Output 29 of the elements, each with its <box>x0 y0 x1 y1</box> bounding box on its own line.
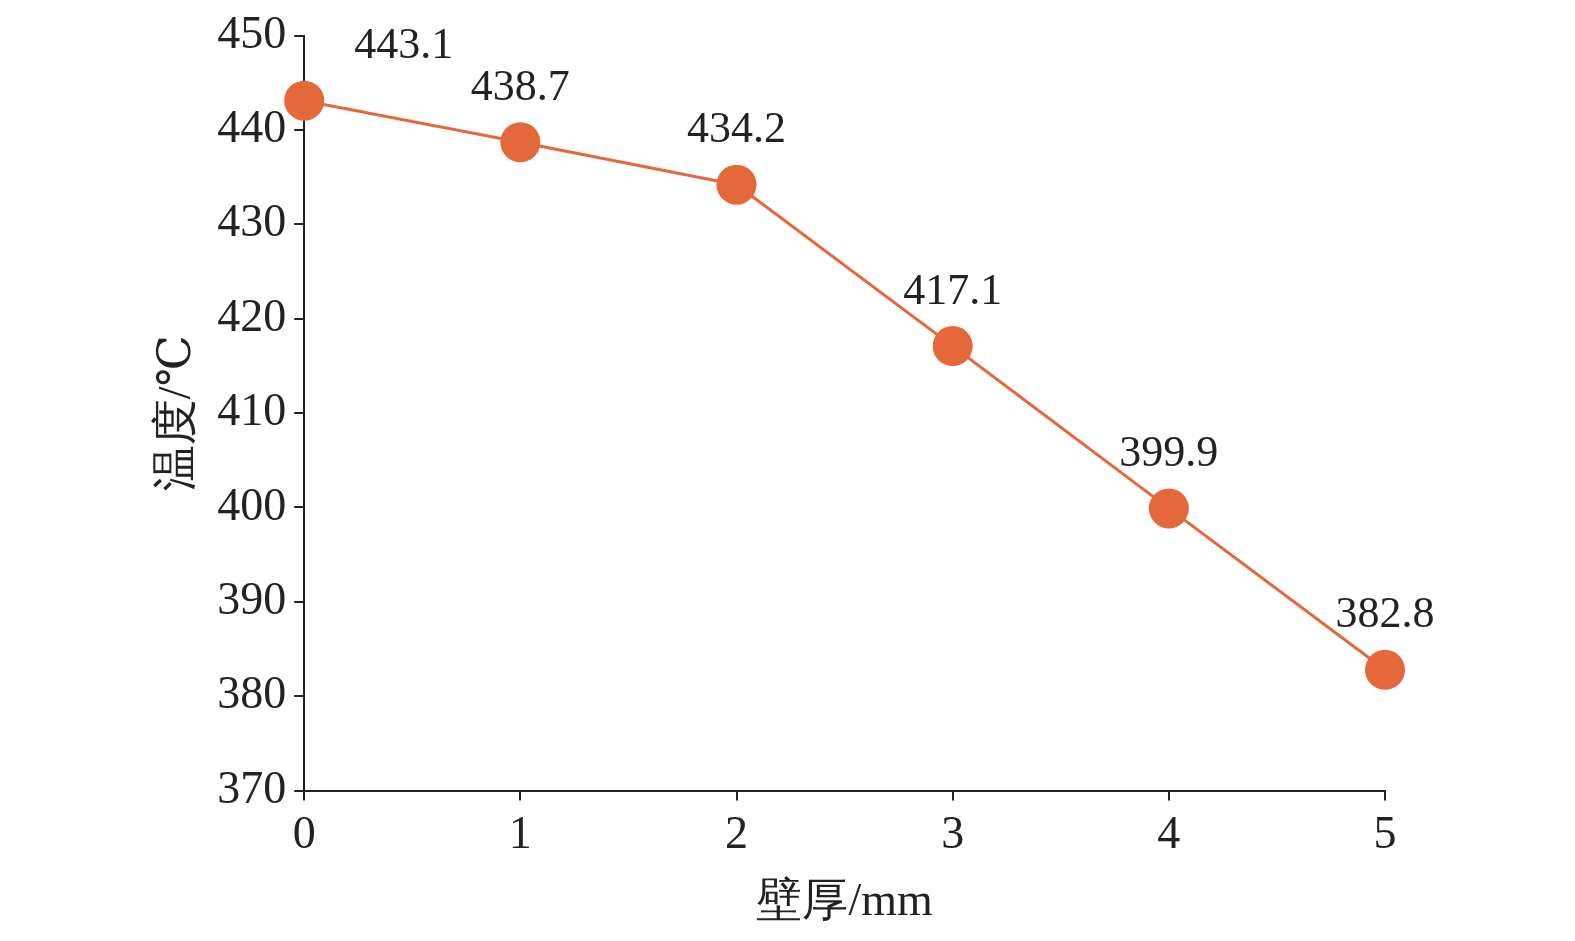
y-tick-label: 400 <box>217 478 287 530</box>
point <box>932 326 973 367</box>
x-tick-label: 2 <box>725 807 749 859</box>
y-tick-label: 420 <box>217 289 287 341</box>
x-tick-label: 1 <box>508 807 532 859</box>
y-tick-label: 370 <box>217 761 287 813</box>
data-label: 443.1 <box>354 19 454 69</box>
x-axis-title: 壁厚/mm <box>756 874 933 926</box>
data-label: 438.7 <box>470 60 570 110</box>
y-tick-label: 410 <box>217 384 287 436</box>
data-label: 382.8 <box>1335 588 1435 638</box>
point <box>500 122 541 163</box>
x-tick-label: 3 <box>941 807 965 859</box>
y-tick-label: 430 <box>217 195 287 247</box>
point <box>1365 649 1405 690</box>
x-tick-label: 4 <box>1157 807 1181 859</box>
y-tick-label: 380 <box>217 667 287 719</box>
y-tick-label: 390 <box>217 572 287 624</box>
data-label: 434.2 <box>687 103 787 153</box>
y-tick-label: 440 <box>217 101 287 153</box>
y-tick-label: 450 <box>217 6 287 58</box>
x-tick-label: 5 <box>1373 807 1397 859</box>
data-label: 417.1 <box>903 264 1003 314</box>
x-tick-label: 0 <box>292 807 316 859</box>
point <box>716 164 757 205</box>
y-axis-title: 温度/℃ <box>148 334 200 492</box>
data-label: 399.9 <box>1119 426 1219 476</box>
point <box>284 80 325 121</box>
point <box>1148 488 1189 529</box>
